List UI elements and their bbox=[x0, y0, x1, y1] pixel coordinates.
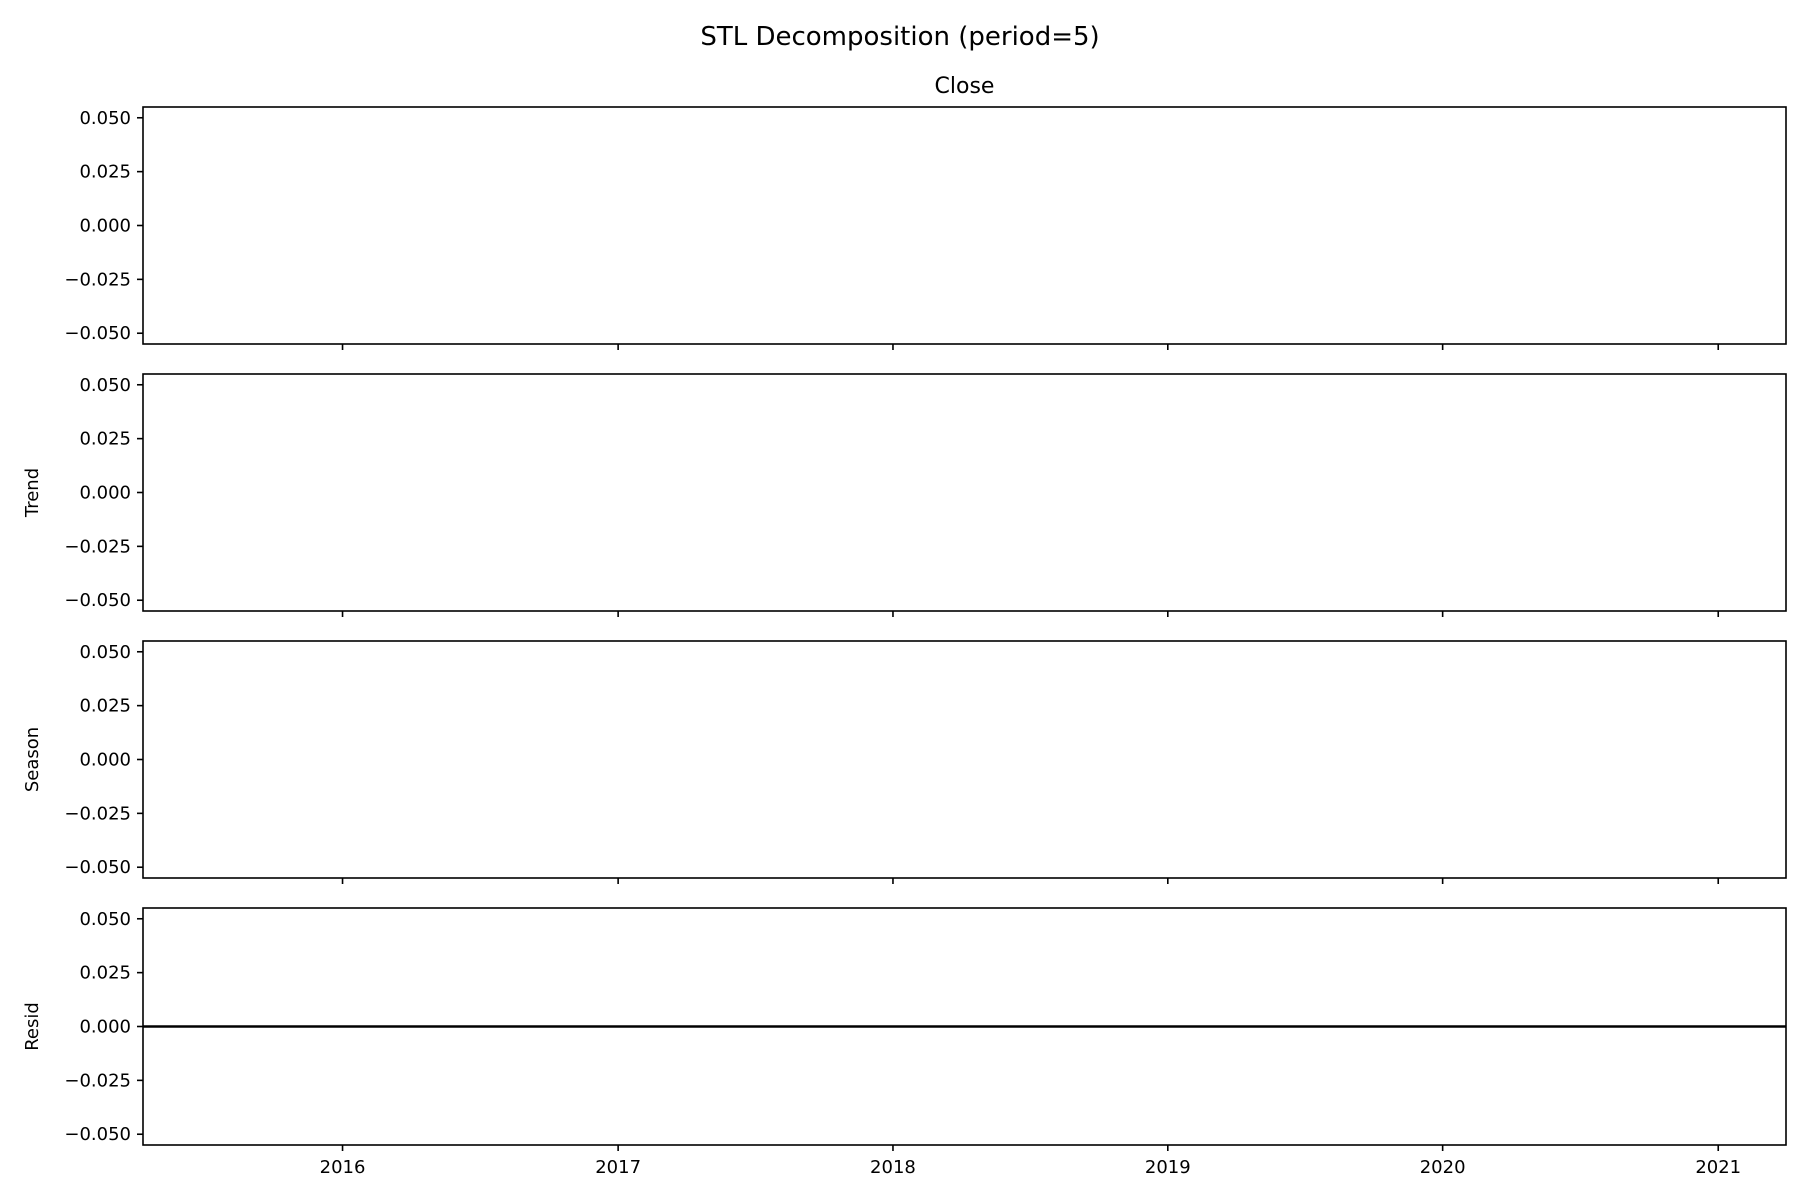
y-tick-label: −0.050 bbox=[64, 590, 131, 611]
panel-title: Close bbox=[935, 74, 995, 99]
figure-title: STL Decomposition (period=5) bbox=[700, 22, 1099, 52]
x-tick-label: 2020 bbox=[1420, 1157, 1466, 1178]
x-tick-label: 2016 bbox=[320, 1157, 366, 1178]
y-axis-label: Resid bbox=[22, 1002, 43, 1051]
y-axis-label: Trend bbox=[22, 468, 43, 518]
panel-close: Close 0.050 0.025 0.000 −0.025 −0.050 bbox=[64, 74, 1787, 350]
y-tick-label: 0.000 bbox=[79, 216, 131, 237]
y-tick-label: 0.025 bbox=[79, 429, 131, 450]
y-tick-label: 0.025 bbox=[79, 162, 131, 183]
x-tick-label: 2019 bbox=[1145, 1157, 1191, 1178]
y-tick-label: −0.025 bbox=[64, 803, 131, 824]
y-tick-label: 0.050 bbox=[79, 642, 131, 663]
x-tick-label: 2017 bbox=[595, 1157, 641, 1178]
y-tick-label: 0.050 bbox=[79, 108, 131, 129]
x-tick-label: 2018 bbox=[870, 1157, 916, 1178]
y-tick-label: 0.000 bbox=[79, 750, 131, 771]
y-tick-label: −0.050 bbox=[64, 323, 131, 344]
x-tick-label: 2021 bbox=[1695, 1157, 1741, 1178]
panel-season: Season 0.050 0.025 0.000 −0.025 −0.050 bbox=[22, 640, 1787, 884]
y-tick-label: 0.000 bbox=[79, 483, 131, 504]
panels-group: Close 0.050 0.025 0.000 −0.025 −0.050 Trend 0.0… bbox=[22, 74, 1787, 1178]
y-axis-label: Season bbox=[22, 727, 43, 792]
y-tick-label: −0.025 bbox=[64, 269, 131, 290]
y-tick-label: −0.025 bbox=[64, 1070, 131, 1091]
y-tick-label: 0.000 bbox=[79, 1017, 131, 1038]
y-tick-label: 0.050 bbox=[79, 909, 131, 930]
y-tick-label: 0.025 bbox=[79, 963, 131, 984]
panel-trend: Trend 0.050 0.025 0.000 −0.025 −0.050 bbox=[22, 373, 1787, 617]
y-tick-label: −0.050 bbox=[64, 1124, 131, 1145]
panel-resid: Resid 0.050 0.025 0.000 −0.025 −0.050 2016 2017… bbox=[22, 907, 1787, 1178]
y-tick-label: 0.025 bbox=[79, 696, 131, 717]
y-tick-label: −0.050 bbox=[64, 857, 131, 878]
y-tick-label: −0.025 bbox=[64, 536, 131, 557]
y-tick-label: 0.050 bbox=[79, 375, 131, 396]
